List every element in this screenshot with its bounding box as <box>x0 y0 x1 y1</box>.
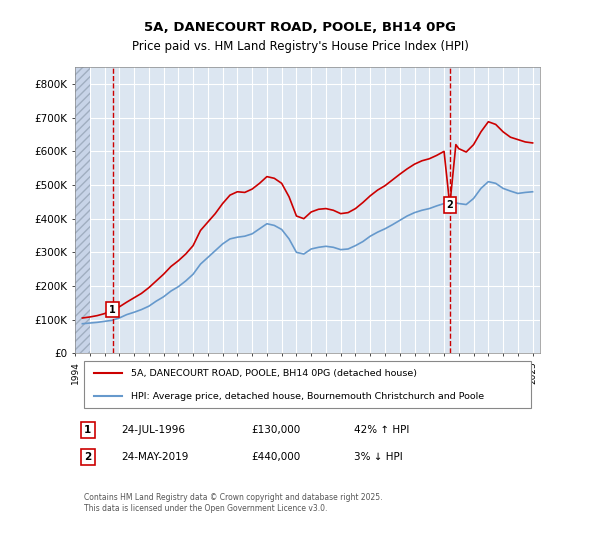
Text: 42% ↑ HPI: 42% ↑ HPI <box>354 425 409 435</box>
FancyBboxPatch shape <box>84 361 531 408</box>
Bar <box>75 67 90 353</box>
Text: £440,000: £440,000 <box>252 452 301 462</box>
Text: 2: 2 <box>446 200 453 210</box>
Text: 2: 2 <box>84 452 92 462</box>
Text: 1: 1 <box>109 305 116 315</box>
Text: 5A, DANECOURT ROAD, POOLE, BH14 0PG (detached house): 5A, DANECOURT ROAD, POOLE, BH14 0PG (det… <box>131 369 417 378</box>
Text: £130,000: £130,000 <box>252 425 301 435</box>
Text: HPI: Average price, detached house, Bournemouth Christchurch and Poole: HPI: Average price, detached house, Bour… <box>131 391 484 401</box>
Text: 24-JUL-1996: 24-JUL-1996 <box>121 425 185 435</box>
Text: 24-MAY-2019: 24-MAY-2019 <box>121 452 189 462</box>
Text: Contains HM Land Registry data © Crown copyright and database right 2025.
This d: Contains HM Land Registry data © Crown c… <box>84 493 383 513</box>
Text: 3% ↓ HPI: 3% ↓ HPI <box>354 452 403 462</box>
Text: 5A, DANECOURT ROAD, POOLE, BH14 0PG: 5A, DANECOURT ROAD, POOLE, BH14 0PG <box>144 21 456 34</box>
Text: Price paid vs. HM Land Registry's House Price Index (HPI): Price paid vs. HM Land Registry's House … <box>131 40 469 53</box>
Text: 1: 1 <box>84 425 92 435</box>
